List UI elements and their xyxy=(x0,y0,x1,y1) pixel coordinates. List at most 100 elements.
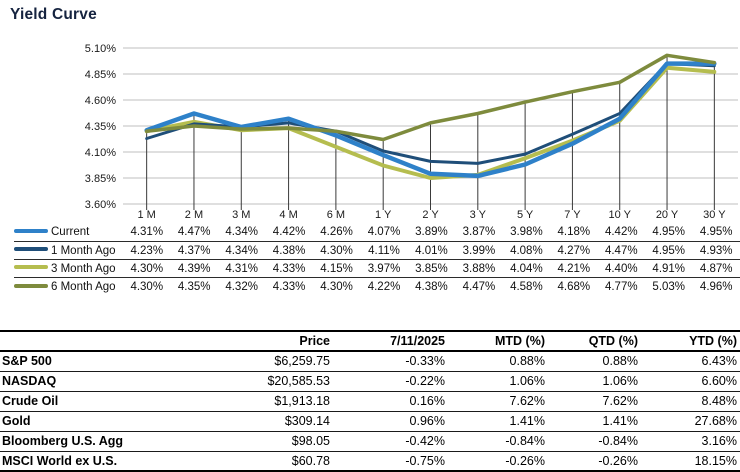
legend-value-cell: 4.77% xyxy=(597,276,645,295)
legend-line-swatch xyxy=(14,229,48,234)
value-cell: 6.43% xyxy=(641,351,740,372)
legend-value-cell: 3.88% xyxy=(455,258,503,277)
value-cell: -0.26% xyxy=(548,451,641,472)
legend-value-cell: 4.31% xyxy=(217,258,266,277)
legend-value-cell: 4.96% xyxy=(692,276,740,295)
legend-value-cell: 4.31% xyxy=(130,226,164,239)
table-row: Bloomberg U.S. Agg $98.05 -0.42% -0.84% -0.8… xyxy=(0,431,740,452)
legend-series-label: 3 Month Ago xyxy=(14,258,124,277)
legend-value-cell: 4.93% xyxy=(692,240,740,259)
row-label: NASDAQ xyxy=(0,371,150,392)
legend-value-cell: 4.38% xyxy=(265,240,313,259)
value-cell: -0.84% xyxy=(448,431,548,452)
market-header-cell: MTD (%) xyxy=(448,331,548,352)
legend-value-cell: 4.21% xyxy=(550,258,598,277)
legend-value-cell: 4.35% xyxy=(170,276,218,295)
value-cell: 27.68% xyxy=(641,411,740,432)
value-cell: -0.26% xyxy=(448,451,548,472)
legend-value-cell: 4.33% xyxy=(265,276,313,295)
value-cell: 6.60% xyxy=(641,371,740,392)
series-line-current xyxy=(144,61,717,179)
market-header-empty xyxy=(0,331,150,352)
x-axis-label: 20 Y xyxy=(656,209,679,221)
value-cell: 0.88% xyxy=(548,351,641,372)
legend-line-swatch xyxy=(14,265,48,270)
legend-value-cell: 4.11% xyxy=(360,240,408,259)
value-cell: 18.15% xyxy=(641,451,740,472)
value-cell: 0.88% xyxy=(448,351,548,372)
legend-value-cell: 3.98% xyxy=(510,226,543,239)
value-cell: 7.62% xyxy=(548,391,641,412)
row-label: MSCI World ex U.S. xyxy=(0,451,150,472)
market-header-cell: 7/11/2025 xyxy=(333,331,448,352)
legend-value-cell: 4.37% xyxy=(170,240,218,259)
x-axis-label: 2 Y xyxy=(422,209,439,221)
value-cell: -0.42% xyxy=(333,431,448,452)
legend-row: 3 Month Ago 4.30% 4.39% 4.31% 4.33% 4.15% 3.97… xyxy=(14,258,740,277)
legend-value-cell: 3.85% xyxy=(407,258,456,277)
legend-value-cell: 4.27% xyxy=(550,240,598,259)
legend-value-cell: 4.47% xyxy=(455,276,503,295)
legend-row: 6 Month Ago 4.30% 4.35% 4.32% 4.33% 4.30% 4.22… xyxy=(14,276,740,295)
value-cell: -0.22% xyxy=(333,371,448,392)
y-axis-label: 4.85% xyxy=(85,69,116,81)
legend-value-cell: 4.47% xyxy=(597,240,645,259)
legend-value-cell: 4.39% xyxy=(170,258,218,277)
legend-value-cell: 4.42% xyxy=(272,226,306,239)
value-cell: $60.78 xyxy=(150,451,333,472)
table-row: Crude Oil $1,913.18 0.16% 7.62% 7.62% 8.48% xyxy=(0,391,740,412)
value-cell: 7.62% xyxy=(448,391,548,412)
legend-value-cell: 4.04% xyxy=(502,258,551,277)
value-cell: 1.06% xyxy=(448,371,548,392)
legend-value-cell: 4.42% xyxy=(604,226,638,239)
row-label: S&P 500 xyxy=(0,351,150,372)
legend-value-cell: 4.95% xyxy=(652,226,686,239)
x-axis-label: 3 Y xyxy=(470,209,487,221)
market-body: S&P 500 $6,259.75 -0.33% 0.88% 0.88% 6.43% NAS… xyxy=(0,351,740,472)
value-cell: 1.41% xyxy=(448,411,548,432)
table-row: S&P 500 $6,259.75 -0.33% 0.88% 0.88% 6.43% xyxy=(0,351,740,372)
x-axis-label: 2 M xyxy=(185,209,203,221)
legend-value-cell: 4.34% xyxy=(217,240,266,259)
legend-value-cell: 4.23% xyxy=(123,240,171,259)
value-cell: 3.16% xyxy=(641,431,740,452)
market-header-row: Price 7/11/2025 MTD (%) QTD (%) YTD (%) xyxy=(0,331,740,352)
legend-series-label: 6 Month Ago xyxy=(14,276,124,295)
y-axis-label: 3.85% xyxy=(85,173,116,185)
legend-value-cell: 3.97% xyxy=(360,258,408,277)
value-cell: $6,259.75 xyxy=(150,351,333,372)
legend-row: Current 4.31% 4.47% 4.34% 4.42% 4.26% 4.07% 3.8… xyxy=(14,223,740,241)
legend-value-cell: 4.26% xyxy=(320,226,353,239)
market-summary-table: Price 7/11/2025 MTD (%) QTD (%) YTD (%) S&P … xyxy=(0,330,740,472)
table-row: NASDAQ $20,585.53 -0.22% 1.06% 1.06% 6.60% xyxy=(0,371,740,392)
legend-line-swatch xyxy=(14,247,48,252)
legend-value-cell: 5.03% xyxy=(645,276,693,295)
value-cell: -0.84% xyxy=(548,431,641,452)
market-head: Price 7/11/2025 MTD (%) QTD (%) YTD (%) xyxy=(0,331,740,352)
chart-title: Yield Curve xyxy=(10,6,97,23)
legend-value-cell: 4.01% xyxy=(407,240,456,259)
value-cell: 1.41% xyxy=(548,411,641,432)
legend-value-cell: 4.34% xyxy=(225,226,258,239)
legend-value-cell: 4.07% xyxy=(367,226,401,239)
legend-value-cell: 4.15% xyxy=(312,258,361,277)
value-cell: $1,913.18 xyxy=(150,391,333,412)
legend-body: Current 4.31% 4.47% 4.34% 4.42% 4.26% 4.07% 3.8… xyxy=(14,223,740,295)
value-cell: 0.96% xyxy=(333,411,448,432)
x-axis-label: 7 Y xyxy=(564,209,581,221)
market-header-cell: QTD (%) xyxy=(548,331,641,352)
value-cell: $98.05 xyxy=(150,431,333,452)
row-label: Crude Oil xyxy=(0,391,150,412)
legend-series-label: 1 Month Ago xyxy=(14,240,124,259)
legend-value-cell: 4.95% xyxy=(645,240,693,259)
row-label: Bloomberg U.S. Agg xyxy=(0,431,150,452)
x-axis-label: 30 Y xyxy=(703,209,726,221)
legend-value-cell: 3.89% xyxy=(415,226,448,239)
y-axis-label: 4.60% xyxy=(85,95,116,107)
chart-legend-table: Current 4.31% 4.47% 4.34% 4.42% 4.26% 4.07% 3.8… xyxy=(14,223,740,295)
value-cell: 1.06% xyxy=(548,371,641,392)
x-axis-label: 1 Y xyxy=(375,209,392,221)
legend-series-label: Current xyxy=(14,223,123,241)
row-label: Gold xyxy=(0,411,150,432)
value-cell: -0.75% xyxy=(333,451,448,472)
